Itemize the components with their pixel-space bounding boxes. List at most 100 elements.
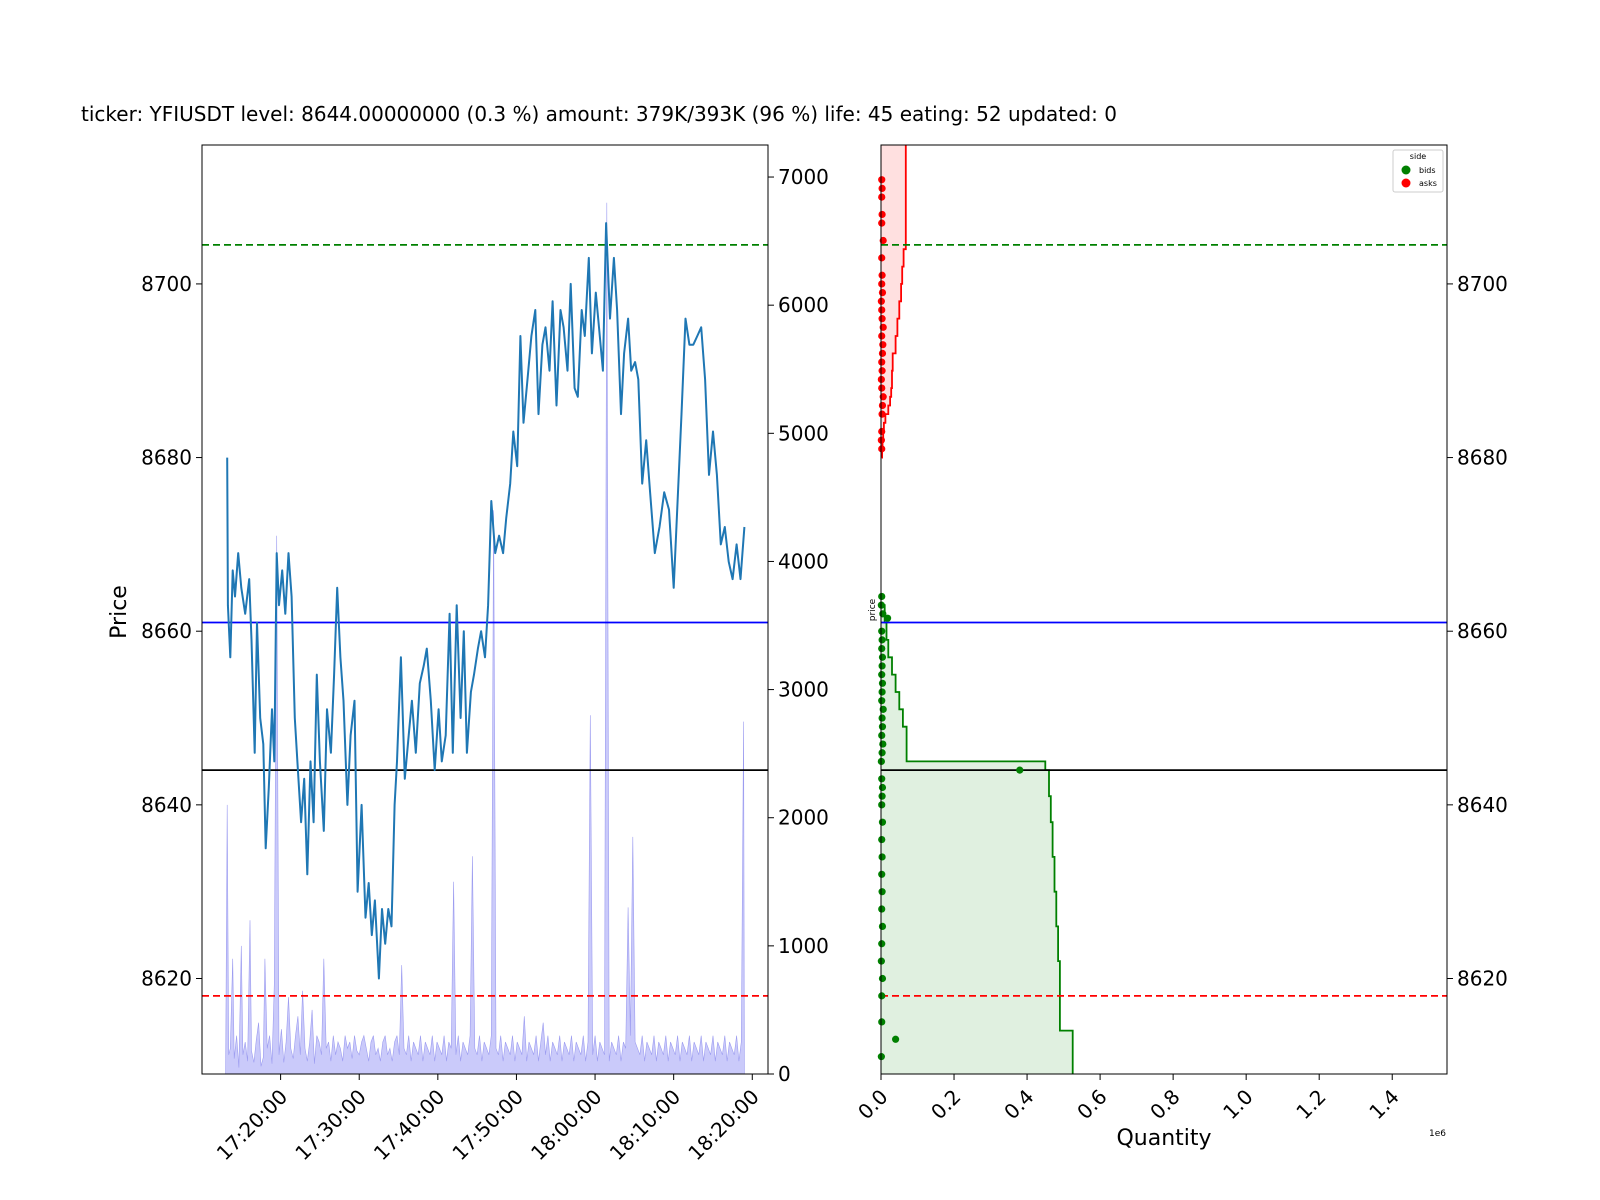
bid-order-point	[1016, 766, 1024, 774]
price-line	[226, 222, 746, 980]
ask-order-point	[878, 306, 886, 314]
quantity-x-axis-label: Quantity	[1116, 1126, 1211, 1151]
quantity-tick-label: 0.6	[1072, 1085, 1111, 1124]
depth-price-tick-label: 8620	[1457, 966, 1508, 990]
bid-order-point	[878, 783, 887, 792]
volume-tick-label: 4000	[778, 549, 829, 573]
time-tick-label: 18:10:00	[605, 1085, 685, 1165]
time-tick-label: 18:00:00	[526, 1085, 606, 1165]
ask-order-point	[878, 210, 886, 219]
volume-tick-label: 3000	[778, 678, 829, 702]
quantity-tick-label: 0.0	[853, 1085, 892, 1124]
time-x-ticks: 17:20:0017:30:0017:40:0017:50:0018:00:00…	[212, 1074, 764, 1165]
price-y-axis-label: Price	[107, 585, 132, 639]
legend-title: side	[1410, 152, 1426, 161]
bid-order-point	[878, 992, 886, 1000]
depth-chart: 8620 8640 8660 8680 8700 0.0 0.2 0.4 0.6 0.8 1.0 1…	[853, 144, 1508, 1151]
depth-price-tick-label: 8680	[1457, 446, 1508, 470]
depth-reference-lines	[881, 243, 1447, 997]
bid-order-point	[892, 1035, 900, 1043]
time-tick-label: 17:30:00	[290, 1085, 370, 1165]
bid-order-point	[878, 671, 886, 679]
ask-order-point	[878, 384, 886, 392]
bid-order-point	[878, 792, 886, 800]
bid-order-point	[878, 870, 886, 878]
bid-order-point	[878, 714, 886, 722]
ask-order-point	[878, 358, 886, 366]
ask-order-point	[878, 254, 886, 262]
ask-order-point	[878, 184, 886, 193]
bid-order-point	[878, 636, 886, 644]
depth-chart-frame	[880, 144, 1448, 1075]
bids-depth-line	[882, 604, 1074, 1074]
quantity-tick-label: 1.0	[1218, 1085, 1257, 1124]
volume-y-ticks: 0 1000 2000 3000 4000 5000 6000 7000	[768, 165, 829, 1086]
legend-bids-marker	[1401, 165, 1411, 175]
quantity-multiplier-label: 1e6	[1429, 1129, 1446, 1139]
volume-tick-label: 6000	[778, 293, 829, 317]
depth-y-axis-label: price	[868, 598, 878, 621]
depth-area-group	[881, 145, 1074, 1074]
bid-order-point	[878, 922, 887, 931]
bid-order-point	[878, 801, 886, 809]
price-tick-label: 8620	[141, 966, 192, 990]
depth-price-tick-label: 8660	[1457, 619, 1508, 643]
chart-title: ticker: YFIUSDT level: 8644.00000000 (0.…	[81, 102, 1117, 126]
price-chart-frame	[201, 144, 769, 1075]
volume-area-group	[225, 202, 745, 1075]
ask-order-point	[878, 332, 886, 340]
bid-order-point	[878, 627, 886, 635]
bid-order-point	[878, 644, 886, 653]
bid-order-point	[878, 1018, 886, 1026]
depth-legend: side bids asks	[1392, 149, 1444, 193]
bid-order-point	[878, 940, 886, 948]
legend-bids-label: bids	[1419, 166, 1436, 175]
price-tick-label: 8680	[141, 446, 192, 470]
ask-order-point	[878, 219, 886, 227]
price-tick-label: 8700	[141, 272, 192, 296]
time-tick-label: 18:20:00	[683, 1085, 763, 1165]
legend-asks-label: asks	[1419, 179, 1437, 188]
ask-order-point	[878, 288, 887, 297]
ask-order-point	[878, 445, 886, 453]
price-tick-label: 8640	[141, 793, 192, 817]
ask-order-point	[878, 367, 886, 375]
bid-order-point	[878, 974, 887, 983]
bid-order-point	[878, 818, 887, 826]
volume-tick-label: 7000	[778, 165, 829, 189]
quantity-tick-label: 0.2	[926, 1085, 965, 1124]
left-reference-lines	[202, 243, 768, 997]
bid-order-point	[878, 679, 887, 687]
bids-depth-fill	[881, 605, 1073, 1074]
volume-tick-label: 2000	[778, 806, 829, 830]
ask-order-point	[878, 280, 886, 288]
bid-order-point	[878, 662, 886, 670]
ask-order-point	[878, 315, 886, 323]
bid-order-point	[883, 614, 892, 622]
bid-order-point	[878, 905, 886, 913]
quantity-tick-label: 0.8	[1145, 1085, 1184, 1124]
depth-y-ticks: 8620 8640 8660 8680 8700	[1447, 272, 1508, 990]
ask-order-point	[878, 271, 886, 279]
ask-order-point	[878, 410, 886, 418]
asks-depth-fill	[881, 145, 906, 458]
legend-asks-marker	[1401, 178, 1411, 188]
bid-order-point	[879, 740, 887, 748]
ask-order-point	[878, 427, 886, 436]
bid-order-point	[878, 775, 886, 783]
price-chart: 8620 8640 8660 8680 8700 0 1000 2000 3000 4000 50…	[107, 144, 829, 1165]
time-tick-label: 17:50:00	[447, 1085, 527, 1165]
time-tick-label: 17:40:00	[369, 1085, 449, 1165]
bid-order-point	[878, 592, 886, 601]
bid-order-point	[878, 835, 886, 844]
bid-order-point	[878, 697, 886, 705]
bid-order-point	[878, 688, 886, 696]
depth-price-tick-label: 8640	[1457, 793, 1508, 817]
bid-order-point	[878, 749, 886, 757]
volume-tick-label: 0	[778, 1062, 791, 1086]
volume-tick-label: 1000	[778, 934, 829, 958]
price-line-group	[226, 222, 746, 980]
ask-order-point	[878, 193, 886, 201]
ask-order-point	[878, 349, 887, 357]
